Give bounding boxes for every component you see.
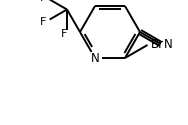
Text: N: N (164, 38, 173, 51)
Text: F: F (40, 16, 46, 26)
Text: F: F (61, 28, 67, 38)
Text: F: F (40, 0, 46, 2)
Text: Br: Br (151, 38, 164, 52)
Text: N: N (91, 52, 99, 64)
